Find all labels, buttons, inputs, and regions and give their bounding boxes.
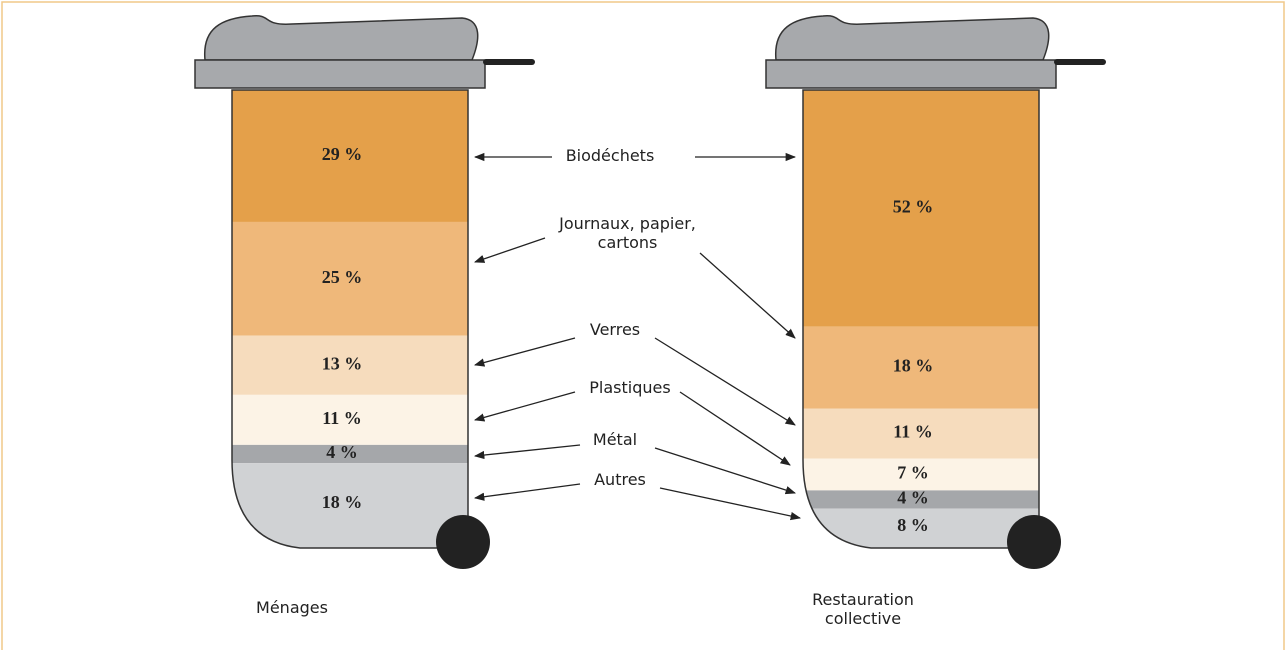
- value-label: 11 %: [322, 408, 362, 428]
- value-label: 18 %: [893, 356, 934, 376]
- value-label: 18 %: [322, 492, 363, 512]
- category-label: Ménages: [202, 598, 382, 617]
- value-label: 13 %: [322, 353, 363, 373]
- lid-top: [205, 16, 478, 60]
- arrow: [680, 392, 790, 465]
- value-label: 52 %: [893, 196, 934, 216]
- value-label: 11 %: [893, 422, 933, 442]
- wheel: [436, 515, 490, 569]
- value-label: 8 %: [897, 515, 929, 535]
- bin: [232, 90, 468, 605]
- legend-label: Journaux, papier, cartons: [540, 214, 715, 252]
- lid: [766, 60, 1056, 88]
- legend-label: Métal: [570, 430, 660, 449]
- legend-label: Plastiques: [570, 378, 690, 397]
- value-label: 25 %: [322, 267, 363, 287]
- segment: [232, 463, 468, 605]
- legend-label: Autres: [570, 470, 670, 489]
- arrow: [475, 338, 575, 365]
- lid: [195, 60, 485, 88]
- arrow: [700, 253, 795, 338]
- arrow: [475, 392, 575, 420]
- value-label: 4 %: [326, 442, 358, 462]
- lid-top: [776, 16, 1049, 60]
- category-label: Restauration collective: [773, 590, 953, 628]
- arrow: [660, 488, 800, 518]
- value-label: 29 %: [322, 144, 363, 164]
- value-label: 4 %: [897, 488, 929, 508]
- legend-label: Verres: [570, 320, 660, 339]
- arrow: [475, 238, 545, 262]
- arrow: [475, 445, 580, 456]
- legend-label: Biodéchets: [540, 146, 680, 165]
- wheel: [1007, 515, 1061, 569]
- value-label: 7 %: [897, 463, 929, 483]
- arrow: [475, 484, 580, 498]
- page: 29 % 25 % 13 % 11 % 4 % 18 % 52 % 18 % 11 % 7 % 4 …: [0, 0, 1288, 650]
